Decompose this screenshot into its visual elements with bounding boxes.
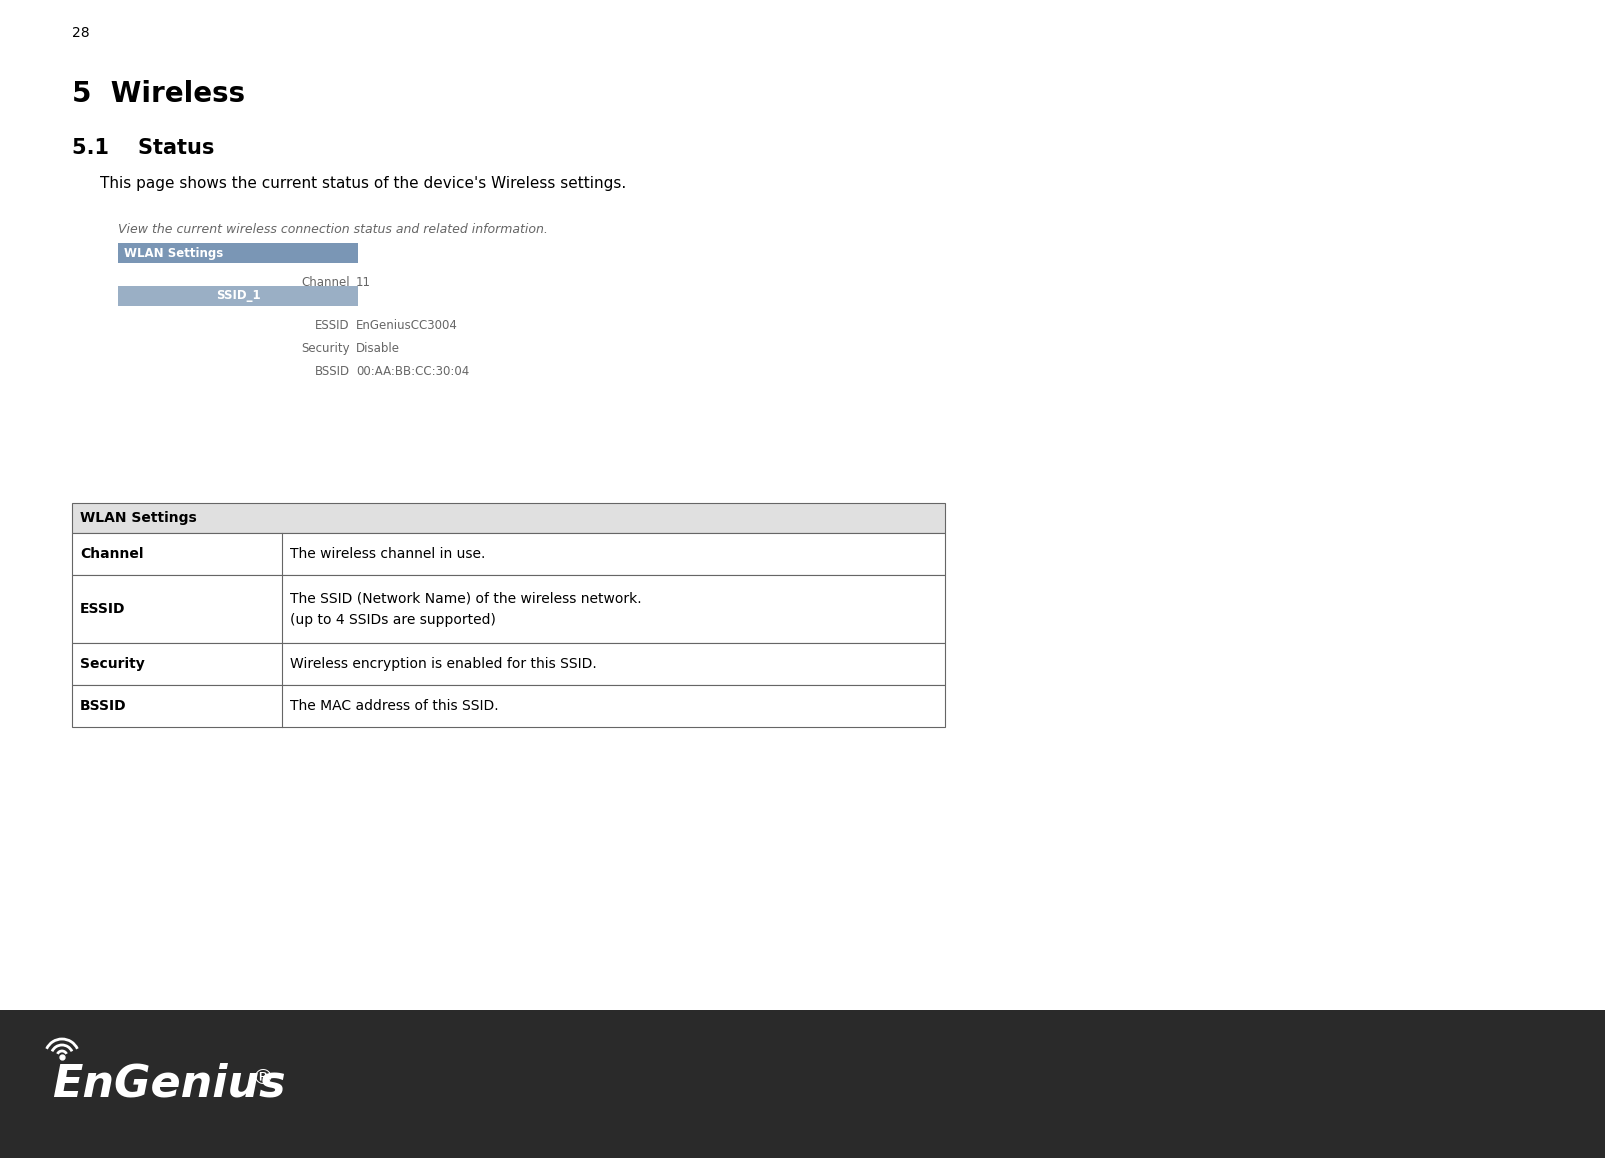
Text: 11: 11	[356, 276, 371, 290]
FancyBboxPatch shape	[72, 643, 944, 686]
FancyBboxPatch shape	[117, 243, 358, 263]
Text: BSSID: BSSID	[80, 699, 127, 713]
Text: ®: ®	[252, 1068, 274, 1089]
Text: 5  Wireless: 5 Wireless	[72, 80, 246, 108]
Text: ESSID: ESSID	[315, 318, 350, 332]
Text: ESSID: ESSID	[80, 602, 125, 616]
Text: This page shows the current status of the device's Wireless settings.: This page shows the current status of th…	[100, 176, 626, 191]
Text: The wireless channel in use.: The wireless channel in use.	[291, 547, 485, 560]
Text: Wireless encryption is enabled for this SSID.: Wireless encryption is enabled for this …	[291, 657, 597, 670]
Text: EnGeniusCC3004: EnGeniusCC3004	[356, 318, 457, 332]
Text: BSSID: BSSID	[315, 365, 350, 378]
Text: View the current wireless connection status and related information.: View the current wireless connection sta…	[117, 223, 547, 236]
Text: Channel: Channel	[80, 547, 143, 560]
Text: (up to 4 SSIDs are supported): (up to 4 SSIDs are supported)	[291, 613, 496, 626]
Text: Channel: Channel	[302, 276, 350, 290]
Text: WLAN Settings: WLAN Settings	[80, 511, 197, 525]
FancyBboxPatch shape	[117, 286, 358, 306]
Text: Security: Security	[302, 342, 350, 356]
FancyBboxPatch shape	[72, 686, 944, 727]
Text: 5.1    Status: 5.1 Status	[72, 138, 213, 157]
Text: 00:AA:BB:CC:30:04: 00:AA:BB:CC:30:04	[356, 365, 469, 378]
FancyBboxPatch shape	[72, 503, 944, 533]
Text: SSID_1: SSID_1	[215, 290, 260, 302]
Text: The MAC address of this SSID.: The MAC address of this SSID.	[291, 699, 498, 713]
FancyBboxPatch shape	[0, 1010, 1605, 1158]
FancyBboxPatch shape	[72, 576, 944, 643]
Text: 28: 28	[72, 25, 90, 41]
Text: Security: Security	[80, 657, 144, 670]
FancyBboxPatch shape	[72, 533, 944, 576]
Text: The SSID (Network Name) of the wireless network.: The SSID (Network Name) of the wireless …	[291, 591, 642, 604]
Text: WLAN Settings: WLAN Settings	[124, 247, 223, 259]
Text: EnGenius: EnGenius	[51, 1063, 286, 1106]
Text: Disable: Disable	[356, 342, 400, 356]
